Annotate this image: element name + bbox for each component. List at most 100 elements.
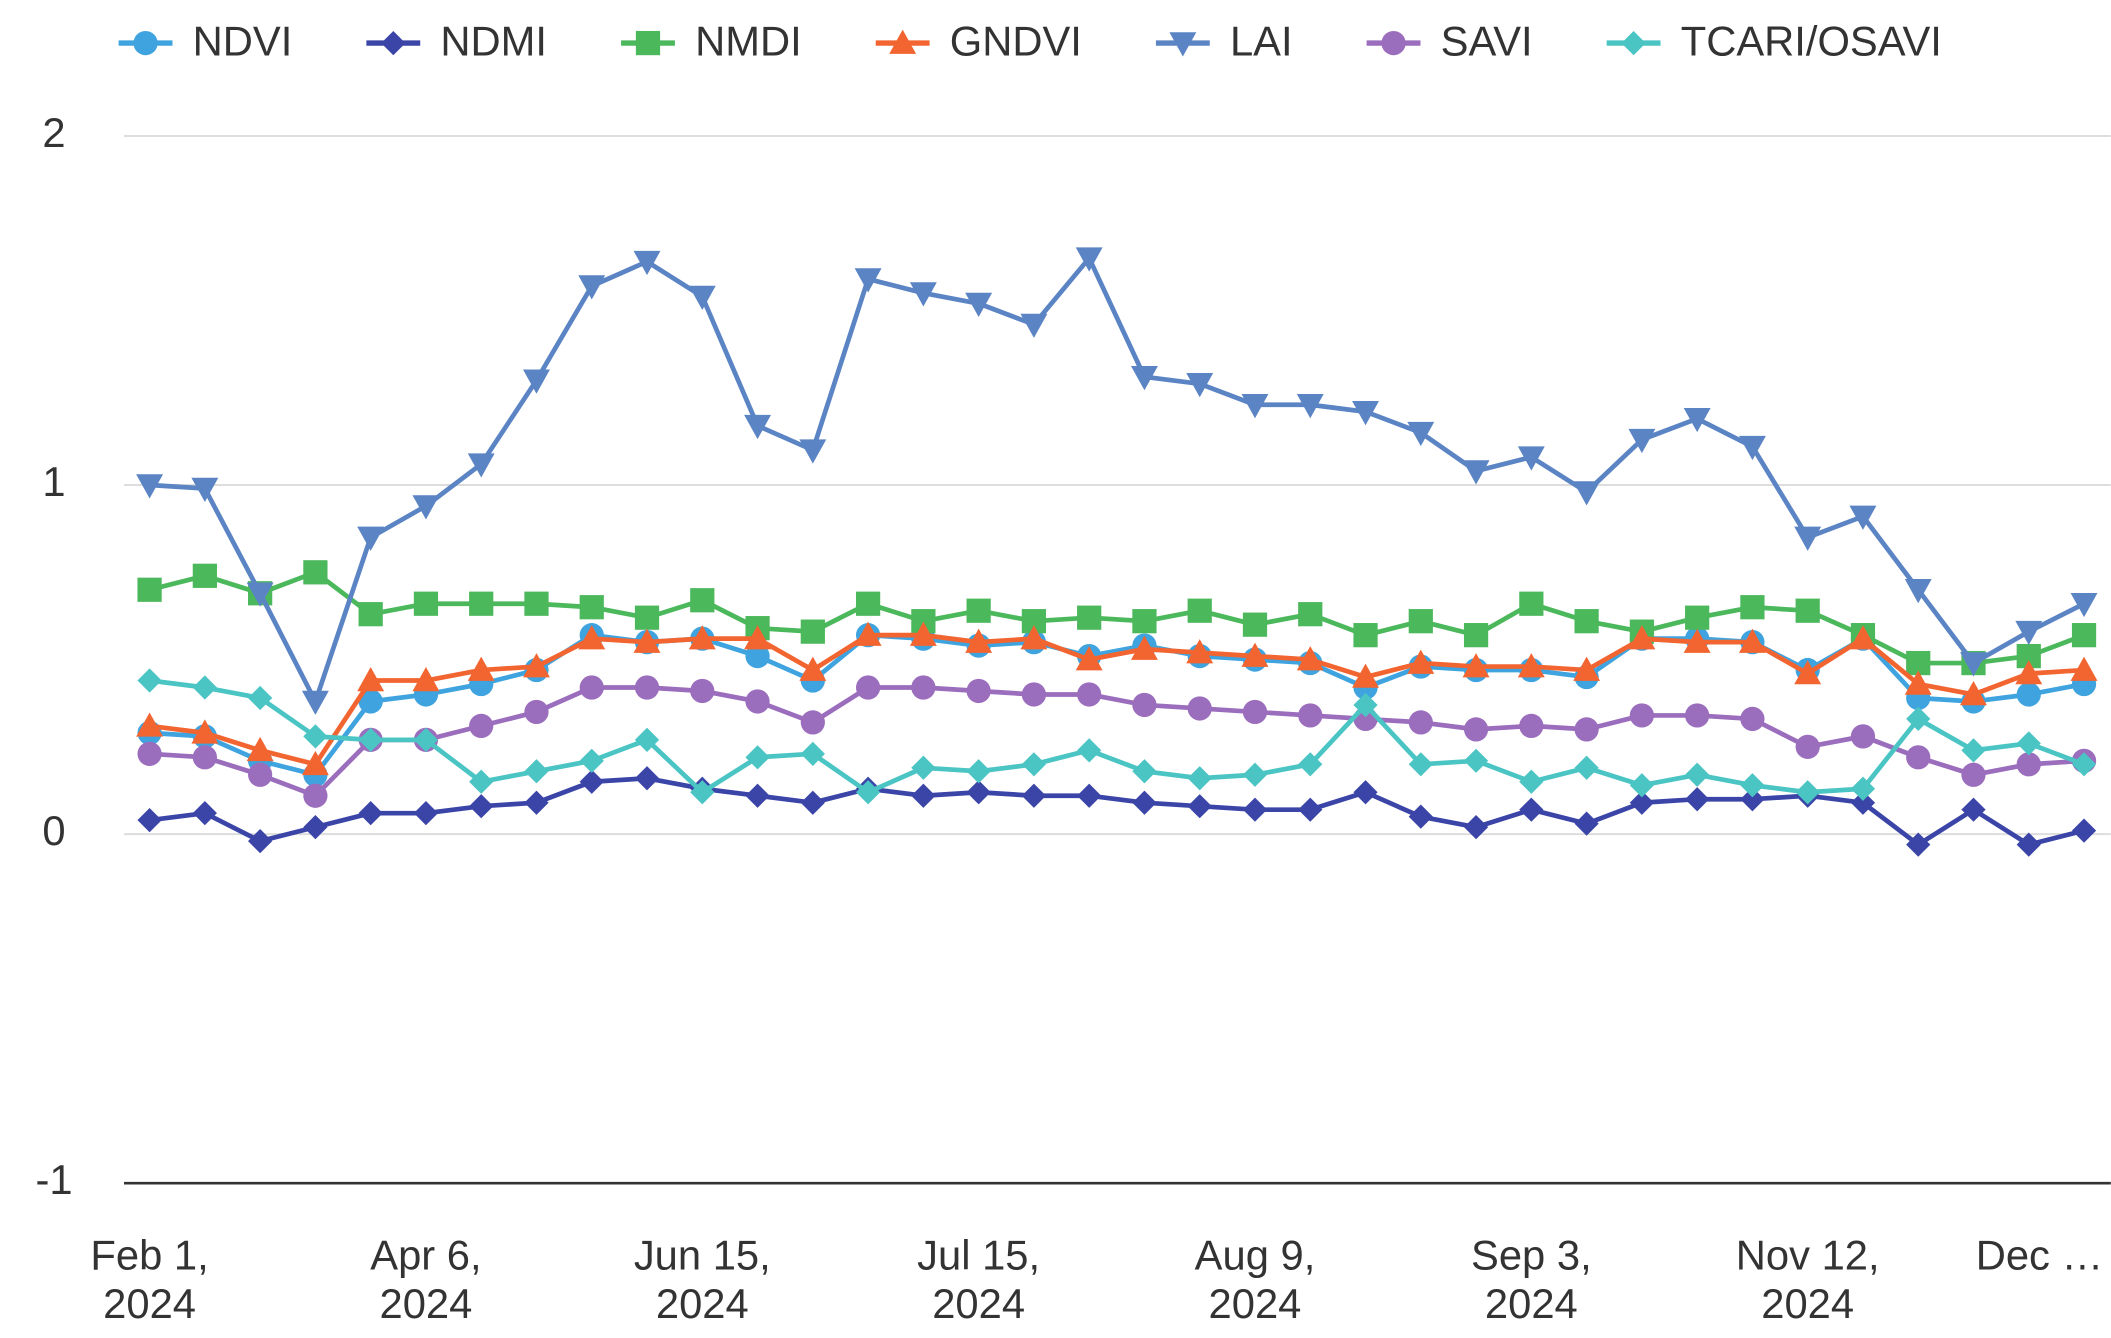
point [248,762,273,787]
x-tick-label-box: Aug 9, 2024 [1195,1232,1316,1328]
legend-item: SAVI [1366,17,1533,64]
point [1795,598,1820,623]
point [579,769,604,794]
point [855,780,881,805]
point [1738,628,1766,653]
series [136,247,2098,715]
x-tick-label-box: Nov 12, 2024 [1735,1231,1880,1328]
point [1408,609,1433,634]
point [1296,646,1324,671]
point [1241,393,1269,419]
point [688,285,716,310]
series [137,560,2097,676]
x-tick-label: Feb 1, 2024 [90,1231,209,1328]
point [412,667,440,692]
point [1132,692,1157,718]
point [1574,755,1599,780]
legend-item: NDMI [366,17,547,64]
legend-label: TCARI/OSAVI [1681,17,1942,64]
point [1794,660,1822,685]
point [523,369,550,394]
y-tick-label: -1 [35,1156,72,1203]
point [1629,703,1654,728]
point [1628,625,1656,650]
point [911,675,936,700]
point [799,439,827,464]
point [1298,752,1323,777]
x-tick-label-box: Jun 15, 2024 [633,1231,771,1328]
point [1740,706,1765,732]
legend-label: LAI [1230,17,1293,64]
point [1463,748,1489,773]
point [303,783,328,808]
x-tick-label-box: Jul 15, 2024 [917,1232,1040,1328]
point [1850,776,1876,801]
point [1463,623,1489,648]
point [2070,656,2098,681]
point [1298,602,1323,627]
point [2016,752,2041,777]
legend-marker [1621,30,1646,56]
series [137,668,2097,805]
point [303,560,328,585]
point [688,625,716,650]
point [1021,682,1047,707]
point [744,625,772,650]
point [1795,734,1820,759]
point [1020,625,1048,650]
point [745,745,770,770]
legend-label: NDMI [440,17,547,64]
point [1077,783,1102,808]
point [1132,759,1157,784]
point [1187,766,1212,791]
point [909,282,937,307]
point [2015,620,2043,646]
point [1021,752,1047,777]
point [1463,815,1489,840]
point [2015,660,2043,685]
point [1187,598,1212,623]
legend-label: NMDI [695,17,802,64]
point [966,598,991,623]
point [633,250,661,276]
point [1353,623,1378,648]
point [1849,505,1877,530]
point [412,495,440,520]
point [1517,446,1545,471]
x-tick-label: Nov 12, 2024 [1735,1231,1880,1328]
point [909,621,937,646]
point [2016,731,2041,756]
point [690,780,715,805]
point [634,675,660,700]
point [800,790,825,815]
point [1242,797,1268,822]
point [137,668,162,693]
point [524,790,549,815]
point [1519,797,1544,822]
point [799,656,827,681]
point [1740,773,1765,798]
point [136,712,164,737]
point [855,591,881,616]
point [248,828,273,854]
x-tick-label: Jun 15, 2024 [633,1231,771,1328]
point [1519,713,1544,739]
point [966,780,991,805]
point [578,275,606,300]
point [1573,481,1601,506]
point [1298,797,1323,822]
x-tick-label-box: Apr 6, 2024 [370,1232,481,1328]
point [137,741,162,766]
point [855,675,881,700]
point [1960,681,1987,706]
legend-marker [1169,32,1197,57]
point [192,745,217,770]
point [965,628,993,653]
point [800,710,825,735]
point [1353,780,1378,805]
point [1408,804,1433,829]
point [1352,400,1379,426]
series [137,675,2097,808]
point [800,619,825,644]
point [1408,752,1433,777]
